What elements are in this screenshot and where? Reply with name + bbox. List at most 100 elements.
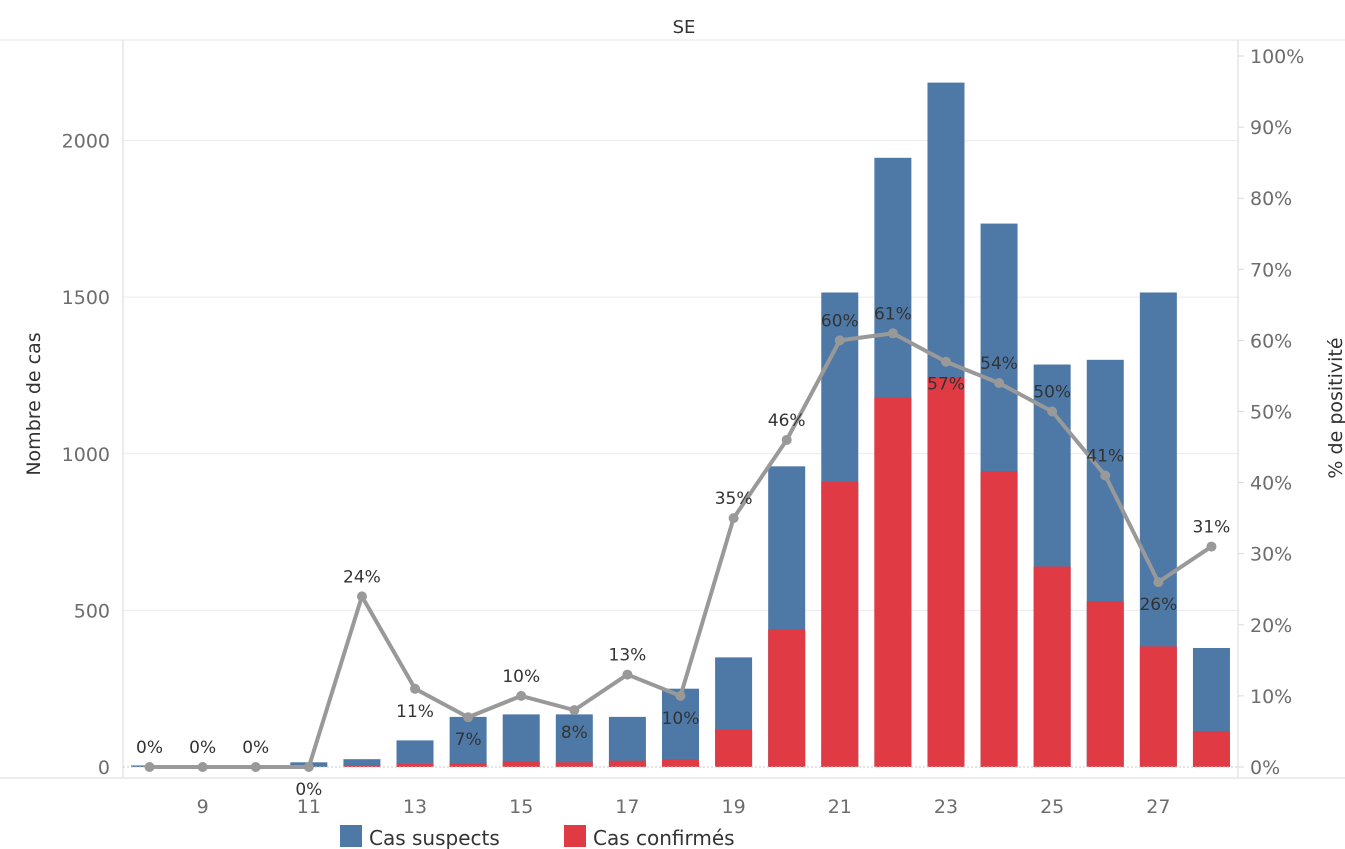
x-tick-label: 27 xyxy=(1146,796,1170,818)
data-label: 31% xyxy=(1193,518,1231,538)
positivity-point xyxy=(356,591,367,602)
bar-cas-confirmes xyxy=(874,397,912,767)
positivity-point xyxy=(303,762,314,772)
data-label: 46% xyxy=(768,411,806,431)
bar-cas-suspects xyxy=(502,714,540,767)
bar-cas-confirmes xyxy=(715,729,753,767)
y2-tick-label: 90% xyxy=(1250,117,1292,139)
data-label: 0% xyxy=(136,738,163,758)
y2-tick-label: 0% xyxy=(1250,757,1280,779)
x-tick-label: 17 xyxy=(615,796,639,818)
bar-cas-confirmes xyxy=(768,629,806,767)
bar-cas-suspects xyxy=(662,688,699,767)
data-label: 60% xyxy=(821,311,859,331)
positivity-point xyxy=(622,669,633,680)
positivity-point xyxy=(1047,406,1058,417)
positivity-line xyxy=(144,328,1217,772)
y2-tick-label: 50% xyxy=(1250,402,1292,424)
legend-swatch xyxy=(564,825,586,847)
positivity-point xyxy=(516,690,527,701)
x-tick-label: 15 xyxy=(509,796,533,818)
positivity-point xyxy=(1153,577,1164,588)
positivity-point xyxy=(410,683,421,694)
bar-cas-confirmes xyxy=(1086,600,1124,767)
bar-cas-confirmes xyxy=(555,762,593,767)
bar-cas-confirmes xyxy=(1139,646,1177,767)
positivity-point xyxy=(781,434,792,445)
y2-tick-label: 30% xyxy=(1250,544,1292,566)
axes: 0 500 1000 1500 2000 0% 10% 20% 30% 40% 50% 60% 70% 8… xyxy=(0,39,1345,818)
gridlines xyxy=(123,140,1238,611)
positivity-point xyxy=(144,762,155,772)
bar-cas-suspects xyxy=(555,714,593,767)
chart-title: SE xyxy=(673,17,696,38)
positivity-point xyxy=(463,712,474,723)
positivity-point xyxy=(1100,470,1111,481)
x-tick-label: 9 xyxy=(197,796,209,818)
bar-cas-confirmes xyxy=(980,471,1018,767)
bars xyxy=(131,82,1230,767)
y-tick-label: 2000 xyxy=(62,131,110,153)
positivity-point xyxy=(1206,541,1217,552)
y-tick-label: 0 xyxy=(98,757,110,779)
legend-swatch xyxy=(340,825,362,847)
y2-tick-label: 80% xyxy=(1250,188,1292,210)
bar-cas-suspects xyxy=(396,740,434,767)
data-label: 11% xyxy=(396,702,434,722)
data-label: 61% xyxy=(874,304,912,324)
y-tick-label: 1500 xyxy=(62,287,110,309)
y2-tick-label: 60% xyxy=(1250,330,1292,352)
positivity-point xyxy=(569,705,580,716)
data-label: 50% xyxy=(1033,383,1071,403)
y2-tick-label: 20% xyxy=(1250,615,1292,637)
data-label: 13% xyxy=(609,646,647,666)
bar-cas-confirmes xyxy=(1033,566,1071,767)
positivity-point xyxy=(940,356,951,367)
data-label: 10% xyxy=(662,709,700,729)
y2-axis-title: % de positivité xyxy=(1325,337,1345,478)
positivity-point xyxy=(994,378,1005,389)
bar-cas-confirmes xyxy=(343,765,381,767)
legend-label: Cas confirmés xyxy=(593,826,735,849)
data-labels: 0% 0% 0% 0% 24% 11% 7% 10% 8% 13% 10% 35% 46% 60% 61% 5… xyxy=(136,304,1230,800)
data-label: 54% xyxy=(980,354,1018,374)
data-label: 10% xyxy=(502,667,540,687)
legend-label: Cas suspects xyxy=(369,826,500,849)
data-label: 26% xyxy=(1139,595,1177,615)
positivity-point xyxy=(728,513,739,524)
x-tick-label: 19 xyxy=(722,796,746,818)
y-tick-label: 500 xyxy=(74,600,110,622)
bar-cas-confirmes xyxy=(662,759,699,767)
positivity-point xyxy=(834,335,845,346)
bar-cas-suspects xyxy=(343,759,381,767)
legend: Cas suspects Cas confirmés xyxy=(340,825,735,849)
x-tick-label: 23 xyxy=(934,796,958,818)
data-label: 7% xyxy=(455,730,482,750)
data-label: 35% xyxy=(715,489,753,509)
x-tick-label: 11 xyxy=(297,796,321,818)
positivity-point xyxy=(675,690,686,701)
positivity-point xyxy=(250,762,261,772)
data-label: 8% xyxy=(561,723,588,743)
y2-tick-label: 40% xyxy=(1250,473,1292,495)
bar-cas-confirmes xyxy=(502,761,540,767)
bar-cas-confirmes xyxy=(449,763,487,767)
bar-cas-suspects xyxy=(449,716,487,767)
y-tick-label: 1000 xyxy=(62,444,110,466)
x-tick-label: 13 xyxy=(403,796,427,818)
y-axis-title: Nombre de cas xyxy=(23,332,45,475)
x-tick-label: 25 xyxy=(1040,796,1064,818)
positivity-point xyxy=(197,762,208,772)
bar-cas-confirmes xyxy=(608,760,646,767)
data-label: 0% xyxy=(242,738,269,758)
data-label: 41% xyxy=(1086,446,1124,466)
data-label: 24% xyxy=(343,567,381,587)
bar-cas-suspects xyxy=(608,716,646,767)
bar-cas-confirmes xyxy=(821,481,859,767)
bar-cas-confirmes xyxy=(1192,730,1230,767)
bar-cas-confirmes xyxy=(396,763,434,767)
x-tick-label: 21 xyxy=(828,796,852,818)
y2-tick-label: 10% xyxy=(1250,686,1292,708)
bar-cas-confirmes xyxy=(927,377,965,767)
